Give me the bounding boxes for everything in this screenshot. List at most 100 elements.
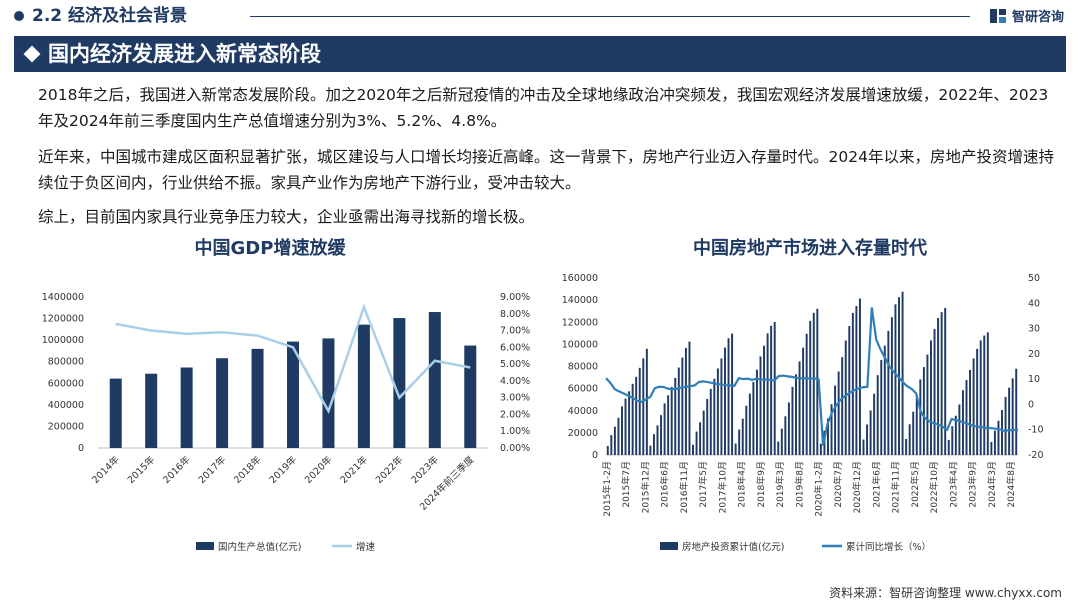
re-bar: [670, 386, 673, 455]
gdp-chart: 0 200000 400000 600000 800000 1000000 1200000 1…: [42, 292, 531, 553]
re-bar: [1011, 378, 1014, 455]
real-estate-chart: 0 20000 40000 60000 80000 100000 120000 140000 1…: [562, 273, 1044, 553]
re-bar: [905, 438, 908, 455]
re-bar: [638, 367, 641, 455]
re-bar: [894, 304, 897, 455]
re-bar: [869, 410, 872, 455]
re-x-tick: 2021年11月: [890, 461, 902, 513]
re-x-tick: 2020年12月: [851, 461, 863, 513]
re-bar: [692, 444, 694, 455]
re-bar: [848, 326, 851, 455]
re-left-tick: 60000: [568, 384, 598, 395]
re-bar: [631, 383, 634, 455]
re-x-tick: 2015年7月: [620, 461, 632, 508]
re-bar: [983, 335, 986, 455]
re-bar: [858, 298, 861, 455]
re-bar: [841, 357, 844, 455]
gdp-x-tick: 2015年: [125, 453, 158, 486]
re-bar: [834, 385, 837, 455]
re-right-tick: 20: [1028, 349, 1040, 360]
re-left-tick: 0: [592, 450, 598, 461]
re-bar: [883, 345, 886, 455]
re-bar: [628, 391, 631, 455]
gdp-x-tick: 2016年: [160, 453, 193, 486]
re-bar: [993, 430, 996, 455]
gdp-bar: [428, 312, 441, 448]
re-bar: [965, 380, 968, 455]
re-x-tick: 2018年9月: [755, 461, 767, 508]
gdp-right-tick: 2.00%: [500, 409, 530, 420]
re-bar: [862, 439, 865, 455]
gdp-right-tick: 0.00%: [500, 443, 530, 454]
gdp-bar: [145, 373, 158, 448]
gdp-bar: [216, 358, 229, 448]
gdp-bar: [109, 378, 122, 448]
re-bar: [702, 410, 705, 455]
re-bar: [706, 399, 709, 455]
gdp-x-tick: 2023年: [409, 453, 442, 486]
legend-gdp-label: 国内生产总值(亿元): [218, 541, 301, 553]
re-bar: [759, 356, 762, 455]
re-bar: [741, 418, 744, 455]
re-bar: [947, 439, 950, 455]
re-bar: [912, 411, 915, 455]
re-bar: [1008, 387, 1011, 455]
legend-bar-swatch: [660, 542, 678, 550]
re-bar: [979, 340, 982, 455]
re-bar: [649, 445, 652, 455]
re-bar: [890, 317, 893, 455]
re-bar: [958, 404, 961, 455]
re-growth-line: [605, 307, 1018, 446]
paragraph-2: 近年来，中国城市建成区面积显著扩张，城区建设与人口增长均接近高峰。这一背景下，房…: [38, 148, 1054, 192]
re-bar: [642, 358, 645, 455]
re-right-tick: 40: [1028, 298, 1040, 309]
re-bar: [986, 332, 989, 455]
re-bar: [944, 307, 947, 455]
re-bar: [755, 369, 758, 455]
re-bar: [724, 347, 726, 455]
gdp-chart-title: 中国GDP增速放缓: [194, 238, 346, 259]
re-bar: [752, 381, 755, 455]
legend-growth-label: 增速: [356, 541, 376, 553]
re-bar: [930, 340, 932, 455]
gdp-x-tick: 2022年: [373, 453, 406, 486]
re-x-tick: 2021年6月: [870, 461, 882, 508]
gdp-bar: [393, 318, 406, 448]
re-bar: [716, 368, 719, 455]
re-bar: [812, 312, 815, 455]
brand-logo-icon: [989, 8, 1006, 23]
re-bar: [681, 357, 684, 455]
gdp-x-tick: 2014年: [90, 453, 123, 486]
re-bar: [617, 417, 620, 455]
re-bar: [660, 415, 663, 455]
re-bar: [684, 347, 687, 455]
re-bar: [1004, 396, 1007, 455]
gdp-right-tick: 4.00%: [500, 376, 530, 387]
gdp-right-tick: 6.00%: [500, 342, 530, 353]
re-bar: [656, 425, 659, 455]
re-bar: [713, 378, 716, 455]
legend-investment-label: 房地产投资累计值(亿元): [682, 541, 784, 553]
re-bar: [951, 426, 954, 455]
re-bar: [770, 325, 773, 455]
re-bar: [819, 443, 822, 455]
re-bar: [734, 443, 737, 455]
re-left-tick: 100000: [562, 339, 598, 350]
re-bar: [621, 406, 623, 455]
re-x-tick: 2015年12月: [639, 461, 651, 513]
gdp-x-tick: 2018年: [231, 453, 264, 486]
gdp-bar: [322, 338, 335, 448]
gdp-left-tick: 1000000: [42, 335, 84, 346]
re-bar: [663, 403, 666, 455]
re-x-tick: 2022年5月: [909, 461, 921, 508]
re-bar: [738, 429, 741, 455]
gdp-bar: [251, 348, 264, 448]
gdp-x-tick: 2017年: [196, 453, 229, 486]
re-bar: [976, 348, 979, 455]
re-left-tick: 140000: [562, 295, 598, 306]
gdp-right-tick: 3.00%: [500, 393, 530, 404]
re-left-tick: 160000: [562, 273, 598, 284]
re-x-tick: 2020年7月: [832, 461, 844, 508]
re-bar: [908, 424, 911, 455]
legend-yoy-label: 累计同比增长（%）: [846, 541, 931, 553]
